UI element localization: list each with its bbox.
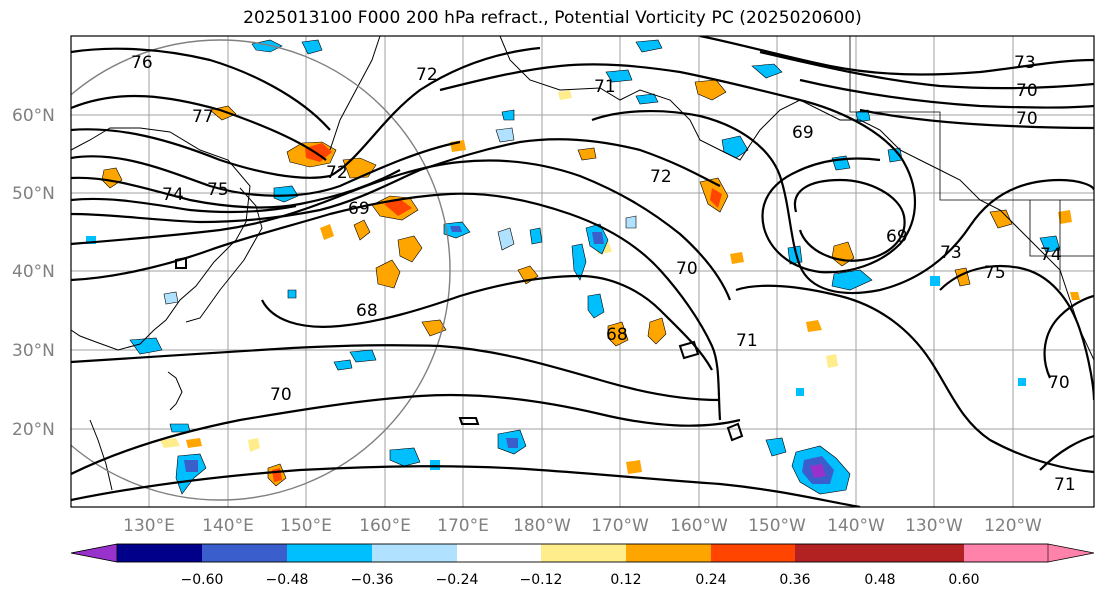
contour-label: 74: [162, 185, 184, 205]
lon-label: 160°W: [670, 516, 728, 536]
pv-fill-patches: [86, 39, 1080, 495]
lat-label: 30°N: [12, 341, 55, 361]
contour-label: 77: [192, 107, 214, 127]
colorbar-tick: 0.12: [610, 572, 641, 588]
colorbar-ticks: −0.60 −0.48 −0.36 −0.24 −0.12 0.12 0.24 …: [181, 572, 980, 588]
map-frame: [70, 35, 1095, 508]
lon-label: 130°E: [123, 516, 175, 536]
lon-label: 170°E: [437, 516, 489, 536]
colorbar-segment: [880, 544, 964, 562]
contour-label: 72: [326, 163, 348, 183]
contour-label: 72: [416, 65, 438, 85]
lon-label: 120°W: [984, 516, 1042, 536]
contour-label: 75: [984, 263, 1006, 283]
colorbar-tick: 0.60: [948, 572, 979, 588]
lon-label: 170°W: [591, 516, 649, 536]
refractivity-contours: [71, 36, 1094, 507]
contour-label: 73: [940, 243, 962, 263]
colorbar-segment: [287, 544, 372, 562]
contour-label: 71: [736, 331, 758, 351]
colorbar-segment: [626, 544, 711, 562]
contour-label: 70: [676, 259, 698, 279]
contour-label: 69: [348, 199, 370, 219]
contour-label: 72: [650, 167, 672, 187]
colorbar-segment: [202, 544, 287, 562]
lon-label: 180°W: [513, 516, 571, 536]
colorbar-tick: −0.60: [181, 572, 224, 588]
contour-labels: 76 77 75 74 72 69 72 71 70 73 69 72 68 7…: [131, 53, 1076, 495]
boundary-lines: [849, 36, 1094, 290]
lon-label: 160°E: [359, 516, 411, 536]
contour-label: 70: [1048, 373, 1070, 393]
lat-label: 40°N: [12, 262, 55, 282]
map-title: 2025013100 F000 200 hPa refract., Potent…: [243, 8, 862, 28]
gridlines: [71, 36, 1094, 507]
lon-label: 130°W: [905, 516, 963, 536]
contour-label: 70: [1016, 109, 1038, 129]
contour-label: 69: [792, 123, 814, 143]
colorbar-segment: [711, 544, 795, 562]
contour-label: 70: [1016, 81, 1038, 101]
colorbar-segment: [117, 544, 202, 562]
colorbar-segment: [372, 544, 457, 562]
colorbar-tick: −0.48: [266, 572, 309, 588]
contour-label: 68: [606, 325, 628, 345]
coastlines: [71, 36, 1094, 491]
contour-label: 71: [1054, 475, 1076, 495]
colorbar-tick: −0.24: [436, 572, 479, 588]
lon-label: 150°W: [748, 516, 806, 536]
lat-label: 20°N: [12, 420, 55, 440]
lon-label: 140°E: [202, 516, 254, 536]
latitude-labels: 60°N 50°N 40°N 30°N 20°N: [12, 106, 55, 440]
colorbar-tick: 0.48: [864, 572, 895, 588]
small-contours: [175, 256, 744, 442]
contour-label: 69: [886, 227, 908, 247]
longitude-labels: 130°E 140°E 150°E 160°E 170°E 180°W 170°…: [123, 516, 1042, 536]
colorbar-tick: −0.12: [520, 572, 563, 588]
lat-label: 50°N: [12, 184, 55, 204]
contour-label: 73: [1014, 53, 1036, 73]
lon-label: 140°W: [827, 516, 885, 536]
reference-circle: [71, 39, 451, 501]
colorbar-segment: [541, 544, 626, 562]
contour-label: 71: [594, 77, 616, 97]
colorbar-extend-min: [70, 543, 118, 563]
lon-label: 150°E: [280, 516, 332, 536]
contour-label: 74: [1040, 245, 1062, 265]
colorbar-tick: −0.36: [351, 572, 394, 588]
colorbar-segment: [457, 544, 541, 562]
colorbar-tick: 0.24: [695, 572, 726, 588]
colorbar: [70, 543, 1095, 563]
colorbar-segment: [795, 544, 880, 562]
colorbar-tick: 0.36: [779, 572, 810, 588]
contour-label: 68: [356, 301, 378, 321]
lat-label: 60°N: [12, 106, 55, 126]
contour-label: 70: [270, 385, 292, 405]
contour-label: 76: [131, 53, 153, 73]
contour-label: 75: [207, 180, 229, 200]
